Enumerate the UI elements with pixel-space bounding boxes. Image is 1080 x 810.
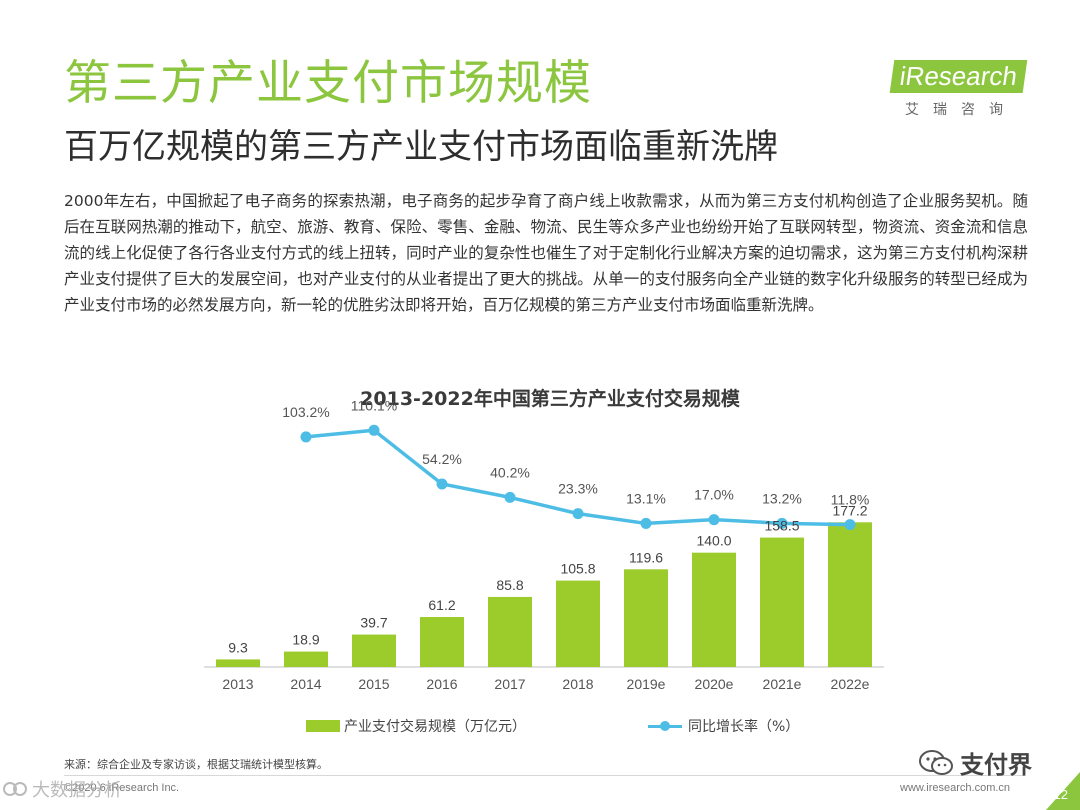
bar-2013 — [216, 659, 260, 667]
page-number: 12 — [1053, 787, 1068, 802]
x-tick-label: 2021e — [763, 676, 802, 692]
growth-rate-label: 13.2% — [762, 490, 802, 506]
growth-rate-label: 23.3% — [558, 481, 598, 497]
logo-chinese: 艾瑞咨询 — [905, 101, 1017, 118]
bar-value-label: 140.0 — [696, 533, 731, 549]
growth-rate-label: 11.8% — [831, 492, 870, 508]
wechat-icon — [919, 749, 953, 775]
labels-layer: 9.3 2013 18.9 2014 39.7 2015 61.2 2016 85.8 2017 1… — [222, 397, 869, 692]
page-subtitle: 百万亿规模的第三方产业支付市场面临重新洗牌 — [64, 127, 778, 167]
page-corner — [1046, 772, 1080, 810]
x-tick-label: 2019e — [627, 676, 666, 692]
website: www.iresearch.com.cn — [900, 782, 1011, 794]
growth-rate-label: 110.1% — [351, 397, 397, 413]
bar-value-label: 9.3 — [228, 639, 248, 655]
legend-bar-series: 产业支付交易规模（万亿元） — [306, 716, 526, 736]
bar-value-label: 105.8 — [560, 561, 595, 577]
legend-line-swatch — [648, 720, 682, 732]
body-paragraph: 2000年左右，中国掀起了电子商务的探索热潮，电子商务的起步孕育了商户线上收款需… — [64, 192, 1028, 314]
watermark-text: 大数据分析 — [32, 780, 122, 801]
bar-2014 — [284, 651, 328, 667]
bars-layer — [204, 522, 884, 668]
watermark-icon — [3, 782, 27, 796]
chart-title: 2013-2022年中国第三方产业支付交易规模 — [360, 388, 740, 410]
bar-value-label: 18.9 — [292, 632, 319, 648]
bar-value-label: 61.2 — [428, 597, 455, 613]
growth-rate-point — [776, 517, 788, 529]
bar-2022e — [828, 522, 872, 667]
line-layer — [300, 424, 856, 531]
bar-2021e — [760, 537, 804, 667]
x-tick-label: 2014 — [290, 676, 321, 692]
page-title: 第三方产业支付市场规模 — [64, 56, 592, 111]
growth-rate-label: 54.2% — [422, 451, 462, 467]
growth-rate-point — [572, 508, 584, 520]
growth-rate-label: 17.0% — [694, 487, 734, 503]
growth-rate-point — [436, 478, 448, 490]
wechat-name: 支付界 — [960, 751, 1032, 779]
bar-value-label: 85.8 — [496, 577, 523, 593]
footer-divider — [64, 775, 1024, 776]
x-tick-label: 2018 — [562, 676, 593, 692]
bar-2017 — [488, 596, 532, 667]
x-tick-label: 2022e — [831, 676, 870, 692]
bar-value-label: 119.6 — [629, 549, 663, 565]
iresearch-logo: iResearch 艾瑞咨询 — [889, 60, 1028, 119]
x-tick-label: 2016 — [426, 676, 457, 692]
growth-rate-label: 103.2% — [282, 404, 329, 420]
growth-rate-label: 13.1% — [626, 490, 666, 506]
bar-value-label: 177.2 — [832, 502, 867, 518]
copyright: ©2020.6 iResearch Inc. — [64, 782, 180, 794]
bar-2020e — [692, 552, 736, 667]
legend-line-label: 同比增长率（%） — [688, 719, 800, 735]
x-tick-label: 2013 — [222, 676, 253, 692]
source-note: 来源：综合企业及专家访谈，根据艾瑞统计模型核算。 — [64, 758, 328, 771]
x-tick-label: 2017 — [494, 676, 525, 692]
growth-rate-point — [844, 519, 856, 531]
x-tick-label: 2020e — [695, 676, 734, 692]
x-tick-label: 2015 — [358, 676, 389, 692]
growth-rate-point — [708, 514, 720, 526]
bar-value-label: 158.5 — [764, 518, 799, 534]
bar-2018 — [556, 580, 600, 667]
growth-rate-point — [300, 431, 312, 443]
growth-rate-point — [640, 517, 652, 529]
growth-rate-point — [368, 424, 380, 436]
bar-value-label: 39.7 — [360, 615, 387, 631]
legend-line-series: 同比增长率（%） — [648, 716, 799, 736]
bar-2015 — [352, 634, 396, 667]
growth-rate-label: 40.2% — [490, 464, 530, 480]
bar-2019e — [624, 569, 668, 667]
bar-2016 — [420, 617, 464, 667]
watermark: 大数据分析 — [2, 776, 122, 802]
growth-rate-point — [504, 491, 516, 503]
legend-bar-label: 产业支付交易规模（万亿元） — [344, 719, 526, 735]
legend-bar-swatch — [306, 720, 340, 732]
wechat-badge: 支付界 — [918, 745, 1032, 780]
